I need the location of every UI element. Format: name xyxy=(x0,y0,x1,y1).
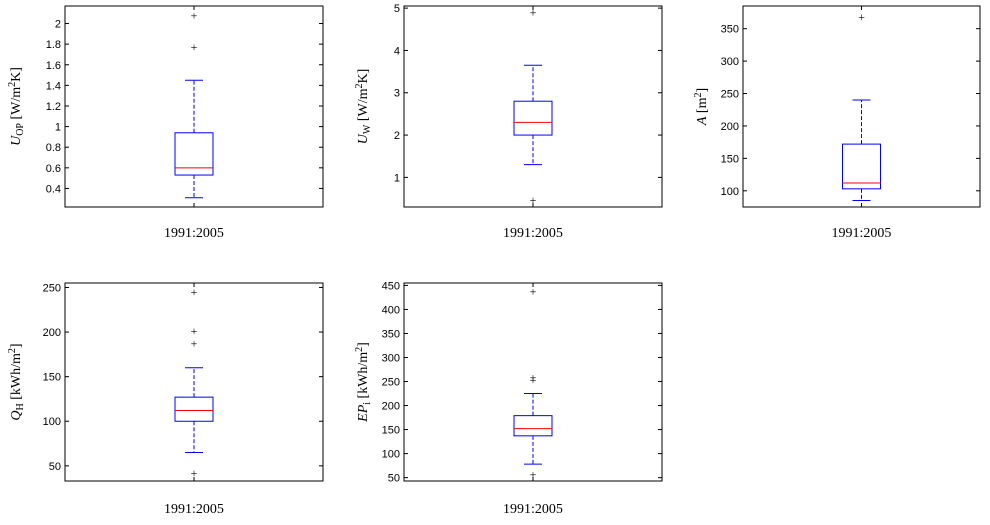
y-tick-label: 300 xyxy=(721,56,739,68)
x-category-label: 1991:2005 xyxy=(503,502,563,517)
y-tick-label: 450 xyxy=(382,280,400,292)
y-axis-symbol: Q xyxy=(9,410,24,420)
y-axis-label: A [m2] xyxy=(693,88,710,126)
y-axis-subscript: H xyxy=(15,403,26,410)
y-axis-label: QH [kWh/m2] xyxy=(7,343,26,420)
y-tick-label: 350 xyxy=(382,328,400,340)
y-axis-unit: [m xyxy=(695,97,710,116)
x-category-label: 1991:2005 xyxy=(832,226,892,241)
outlier-marker: + xyxy=(530,193,537,207)
y-tick-label: 100 xyxy=(382,449,400,461)
y-tick-label: 2 xyxy=(55,19,61,31)
iqr-box xyxy=(174,396,214,422)
y-tick-label: 5 xyxy=(394,3,400,15)
outlier-marker: + xyxy=(858,10,865,24)
y-tick-label: 400 xyxy=(382,304,400,316)
outlier-marker: + xyxy=(530,373,537,387)
y-tick-label: 4 xyxy=(394,45,400,57)
y-axis-subscript: OP xyxy=(15,123,26,136)
outlier-marker: + xyxy=(530,285,537,299)
y-axis-unit-end: ] xyxy=(9,343,24,348)
y-tick-label: 200 xyxy=(382,401,400,413)
x-category-label: 1991:2005 xyxy=(503,226,563,241)
outlier-marker: + xyxy=(530,467,537,481)
y-tick-label: 1.2 xyxy=(46,101,61,113)
y-axis-superscript: 2 xyxy=(7,348,18,353)
outlier-marker: + xyxy=(530,5,537,19)
y-tick-label: 350 xyxy=(721,24,739,36)
y-tick-label: 0.6 xyxy=(46,163,61,175)
y-axis-subscript: i xyxy=(362,402,373,405)
outlier-marker: + xyxy=(191,8,198,22)
y-tick-label: 1.6 xyxy=(46,60,61,72)
y-tick-label: 250 xyxy=(721,89,739,101)
y-axis-unit-end: K] xyxy=(9,67,24,82)
boxplot-panel-1: 0.4 0.6 0.8 1 1.2 1.4 1.6 1.8 2 1991:2005 UOP [W/m… xyxy=(7,5,324,241)
y-tick-label: 0.4 xyxy=(46,183,61,195)
y-axis-unit-end: ] xyxy=(695,88,710,93)
y-tick-label: 1 xyxy=(55,122,61,134)
outlier-marker: + xyxy=(191,337,198,351)
y-tick-label: 300 xyxy=(382,352,400,364)
y-axis-symbol: EP xyxy=(356,404,371,423)
iqr-box xyxy=(174,132,214,176)
boxplot-panel-5: 50 100 150 200 250 300 350 400 450 1991:2005 EPi [… xyxy=(354,280,663,517)
outlier-marker: + xyxy=(191,285,198,299)
outlier-marker: + xyxy=(530,371,537,385)
y-axis-label: UOP [W/m2K] xyxy=(7,67,26,146)
y-axis-unit-end: ] xyxy=(356,342,371,347)
iqr-box xyxy=(513,415,553,437)
y-axis-superscript: 2 xyxy=(693,93,704,98)
y-axis-unit: [kWh/m xyxy=(356,352,371,402)
y-tick-label: 0.8 xyxy=(46,142,61,154)
y-tick-label: 250 xyxy=(382,377,400,389)
y-axis-superscript: 2 xyxy=(354,347,365,352)
y-tick-label: 1 xyxy=(394,172,400,184)
y-tick-label: 100 xyxy=(43,416,61,428)
y-tick-label: 50 xyxy=(388,473,400,485)
y-axis-unit: [W/m xyxy=(356,88,371,124)
y-tick-label: 150 xyxy=(721,153,739,165)
outlier-marker: + xyxy=(191,40,198,54)
axes-frame xyxy=(403,5,663,208)
iqr-box xyxy=(513,100,553,136)
y-tick-label: 250 xyxy=(43,282,61,294)
y-axis-subscript: W xyxy=(362,124,373,134)
y-tick-label: 2 xyxy=(394,130,400,142)
y-tick-label: 1.4 xyxy=(46,80,61,92)
y-tick-label: 1.8 xyxy=(46,39,61,51)
y-tick-label: 200 xyxy=(721,121,739,133)
y-axis-label: EPi [kWh/m2] xyxy=(354,342,373,423)
y-axis-symbol: U xyxy=(9,135,24,146)
y-tick-label: 100 xyxy=(721,186,739,198)
y-axis-label: UW [W/m2K] xyxy=(354,69,373,145)
y-tick-label: 3 xyxy=(394,88,400,100)
y-axis-unit: [W/m xyxy=(9,87,24,123)
x-category-label: 1991:2005 xyxy=(164,226,224,241)
boxplot-panel-3: 100 150 200 250 300 350 1991:2005 A [m2] + xyxy=(693,5,981,241)
y-tick-label: 50 xyxy=(49,461,61,473)
y-axis-superscript: 2 xyxy=(7,82,18,87)
y-axis-superscript: 2 xyxy=(354,84,365,89)
outlier-marker: + xyxy=(191,466,198,480)
y-tick-label: 200 xyxy=(43,327,61,339)
y-axis-unit-end: K] xyxy=(356,69,371,84)
outlier-marker: + xyxy=(191,324,198,338)
y-tick-label: 150 xyxy=(382,425,400,437)
iqr-box xyxy=(842,143,881,190)
y-axis-symbol: A xyxy=(695,116,710,126)
y-axis-unit: [kWh/m xyxy=(9,353,24,403)
y-axis-symbol: U xyxy=(356,133,371,144)
y-tick-label: 150 xyxy=(43,372,61,384)
x-category-label: 1991:2005 xyxy=(164,502,224,517)
